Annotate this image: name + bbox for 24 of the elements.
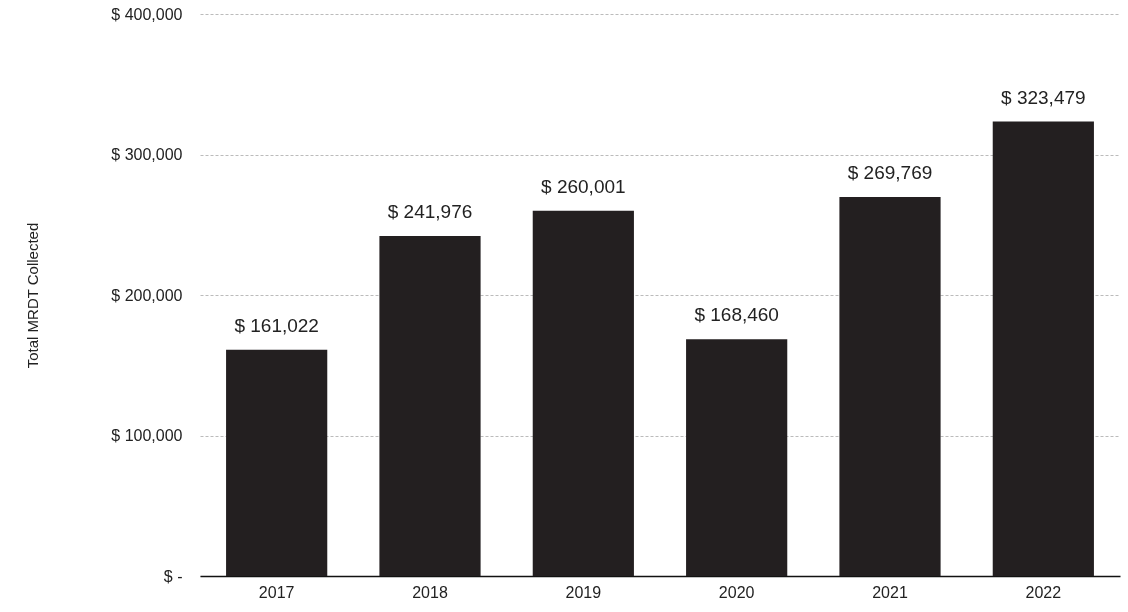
- data-label: $ 323,479: [1001, 86, 1086, 108]
- data-label: $ 269,769: [847, 161, 933, 183]
- x-tick-label: 2018: [412, 583, 448, 601]
- bar: [992, 121, 1094, 576]
- y-tick-label: $ 400,000: [111, 5, 183, 23]
- x-tick-label: 2021: [872, 583, 908, 601]
- bar: [379, 236, 481, 576]
- bar: [839, 196, 941, 576]
- x-tick-label: 2017: [258, 583, 295, 601]
- y-tick-label: $ 200,000: [111, 286, 183, 304]
- data-label: $ 161,022: [234, 314, 319, 336]
- y-tick-label: $ -: [163, 567, 183, 585]
- bar: [532, 210, 634, 576]
- y-tick-label: $ 100,000: [111, 427, 183, 444]
- y-tick-label: $ 300,000: [111, 146, 183, 163]
- bar: [686, 339, 788, 576]
- x-tick-label: 2020: [718, 583, 755, 601]
- data-label: $ 241,976: [387, 201, 473, 223]
- y-axis-title: Total MRDT Collected: [24, 222, 42, 369]
- data-label: $ 260,001: [541, 175, 626, 197]
- x-tick-label: 2019: [565, 583, 602, 601]
- data-label: $ 168,460: [694, 304, 779, 326]
- bar: [226, 349, 328, 576]
- x-tick-label: 2022: [1025, 583, 1062, 601]
